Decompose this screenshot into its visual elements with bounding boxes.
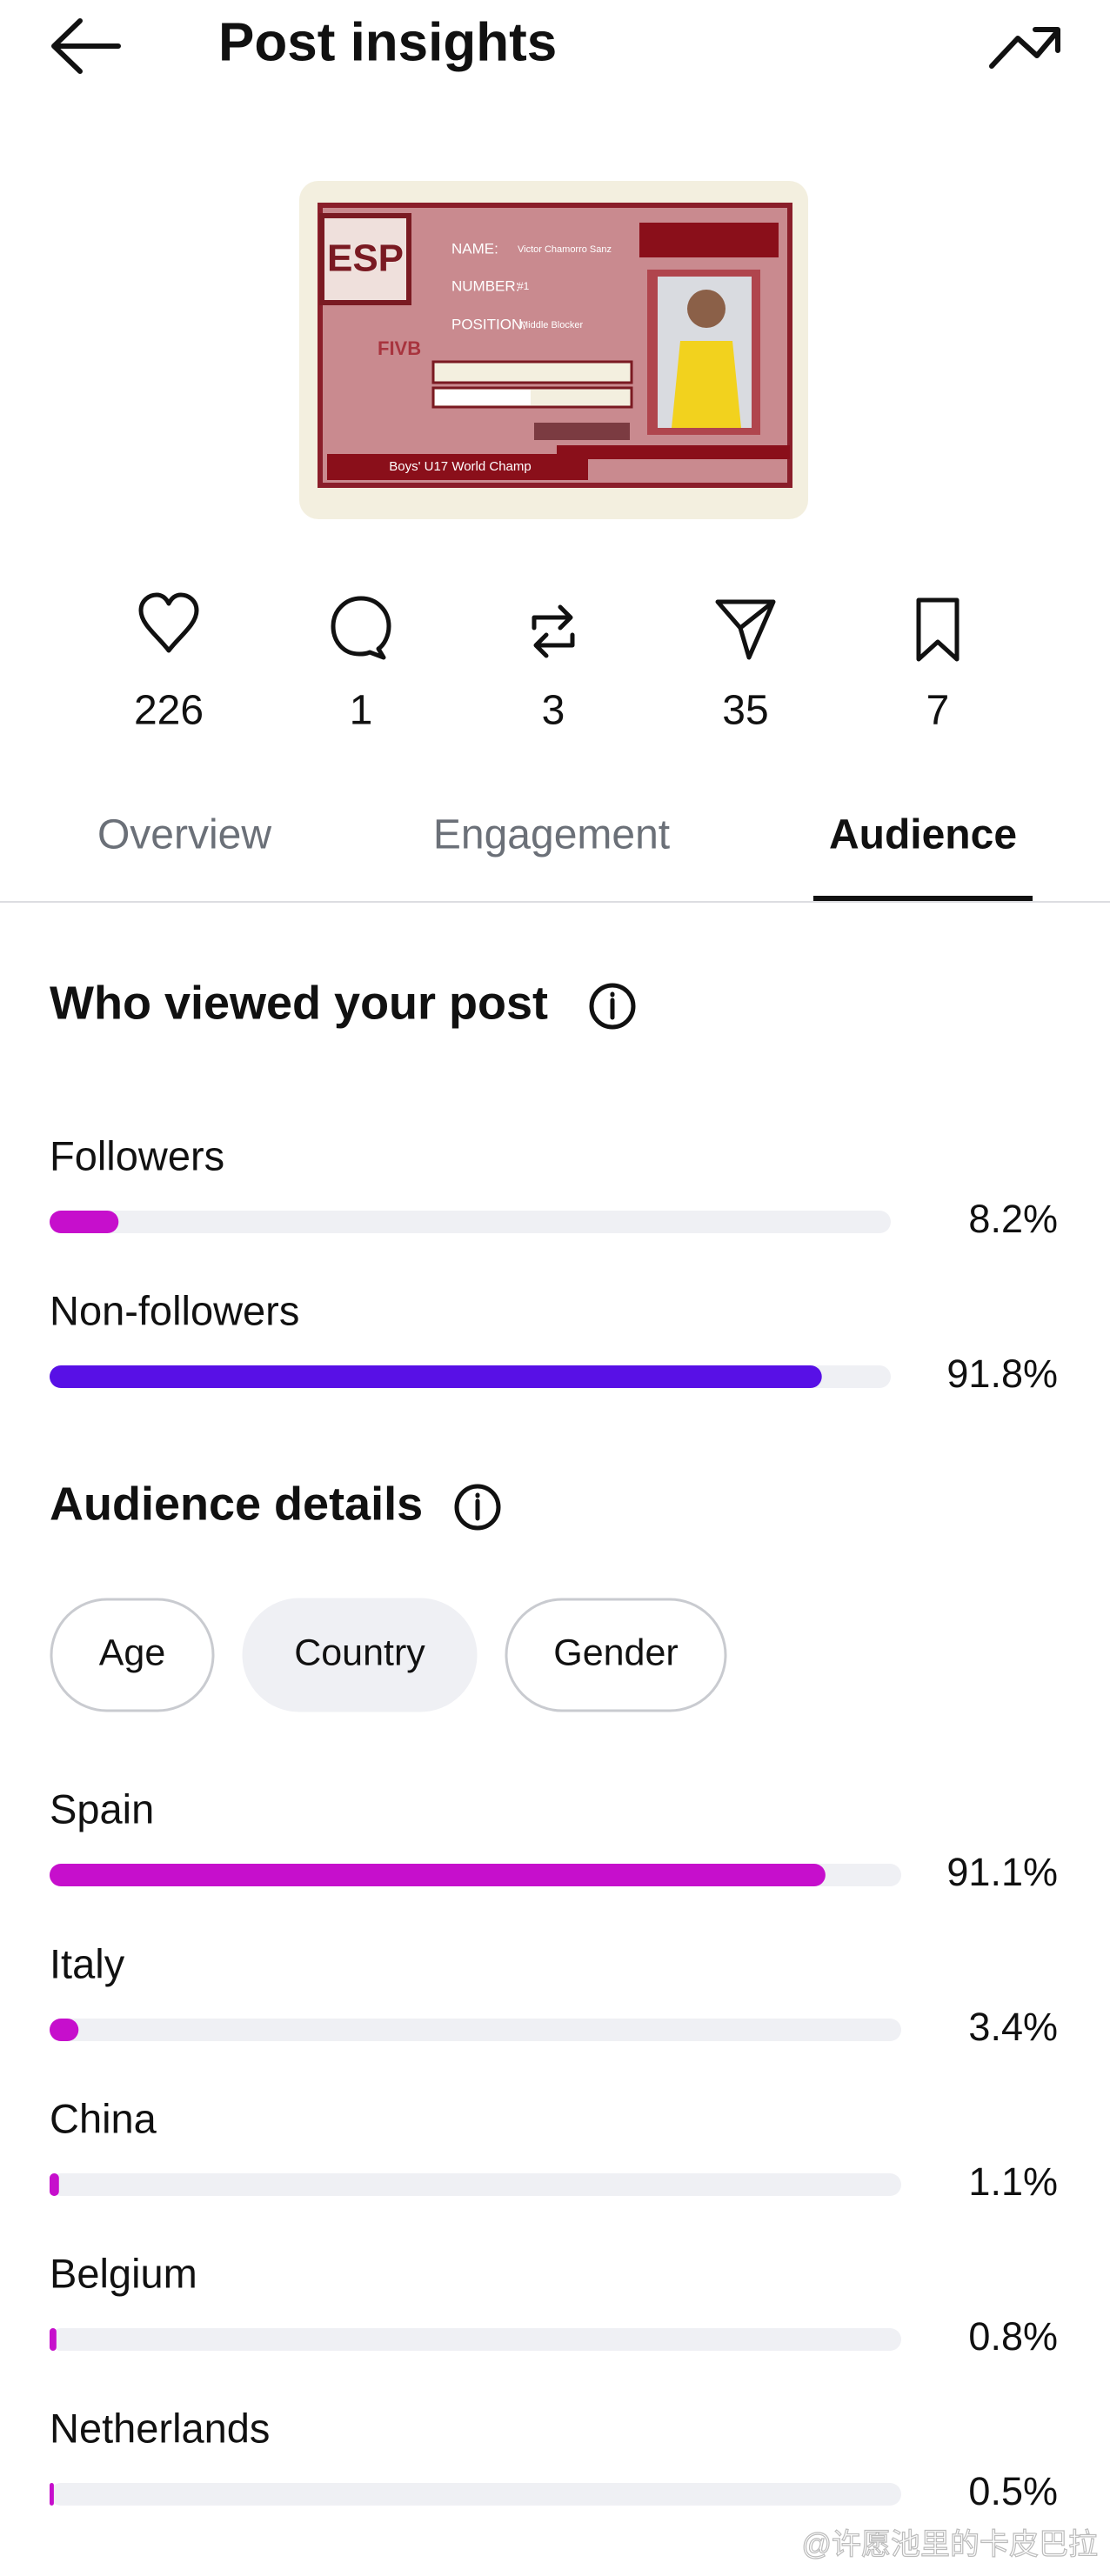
post-thumbnail[interactable] — [299, 181, 808, 519]
card-text: NAME: — [451, 240, 498, 257]
card-text: POSITION: — [451, 316, 526, 332]
bar — [50, 1365, 822, 1388]
filter-chip[interactable] — [50, 1598, 215, 1712]
section-title: Who viewed your post — [50, 977, 548, 1029]
trend-button[interactable] — [989, 27, 1060, 69]
card-badge: ESP — [327, 237, 404, 280]
stat-count: 7 — [926, 688, 950, 734]
row-label: Netherlands — [50, 2405, 270, 2451]
bar — [50, 2173, 59, 2196]
row-value: 3.4% — [968, 2005, 1058, 2049]
stat-count: 1 — [350, 688, 373, 734]
row-value: 8.2% — [968, 1197, 1058, 1241]
row-label: Spain — [50, 1785, 154, 1832]
card-text: Middle Blocker — [520, 320, 583, 330]
back-button[interactable] — [51, 18, 121, 74]
divider — [0, 901, 1110, 903]
bar — [50, 2019, 79, 2041]
row-value: 1.1% — [968, 2159, 1058, 2204]
card-text: NUMBER: — [451, 277, 519, 294]
tab-indicator — [813, 896, 1033, 901]
card-caption: Boys' U17 World Champ — [389, 459, 531, 474]
row-value: 91.8% — [946, 1351, 1058, 1396]
section-title: Audience details — [50, 1478, 423, 1530]
row-value: 91.1% — [946, 1850, 1058, 1894]
stat-icon[interactable] — [331, 596, 391, 660]
row-label: Belgium — [50, 2250, 197, 2296]
tab[interactable]: Engagement — [433, 812, 670, 858]
filter-chip-label: Country — [294, 1632, 425, 1673]
filter-chip[interactable] — [242, 1598, 478, 1712]
bar — [50, 1864, 826, 1886]
bar-track — [50, 2019, 901, 2041]
bar — [50, 2328, 57, 2351]
watermark: @许愿池里的卡皮巴拉 — [801, 2528, 1098, 2561]
info-icon[interactable] — [589, 983, 636, 1030]
row-label: China — [50, 2095, 157, 2141]
bar-track — [50, 1211, 891, 1233]
card-text: FIVB — [378, 337, 421, 359]
bar-track — [50, 2173, 901, 2196]
card-text: Victor Chamorro Sanz — [518, 244, 612, 255]
bar-track — [50, 2328, 901, 2351]
stat-icon[interactable] — [138, 592, 199, 653]
stat-icon[interactable] — [916, 597, 960, 662]
bar-track — [50, 2483, 901, 2506]
stat-icon[interactable] — [532, 604, 575, 658]
filter-chip-label: Gender — [553, 1632, 678, 1673]
page-title: Post insights — [218, 12, 557, 72]
filter-chip-label: Age — [99, 1632, 166, 1673]
stat-count: 226 — [134, 688, 204, 734]
row-value: 0.5% — [968, 2469, 1058, 2513]
stat-count: 3 — [542, 688, 565, 734]
filter-chip[interactable] — [505, 1598, 727, 1712]
stat-count: 35 — [722, 688, 768, 734]
row-label: Italy — [50, 1940, 125, 1986]
row-value: 0.8% — [968, 2314, 1058, 2359]
card-text: #1 — [518, 280, 530, 292]
tab[interactable]: Overview — [97, 812, 271, 858]
stat-icon[interactable] — [715, 599, 776, 660]
row-label: Followers — [50, 1132, 224, 1178]
row-label: Non-followers — [50, 1287, 299, 1333]
bar — [50, 1211, 119, 1233]
tab[interactable]: Audience — [829, 812, 1017, 858]
bar — [50, 2483, 54, 2506]
info-icon[interactable] — [454, 1484, 501, 1531]
